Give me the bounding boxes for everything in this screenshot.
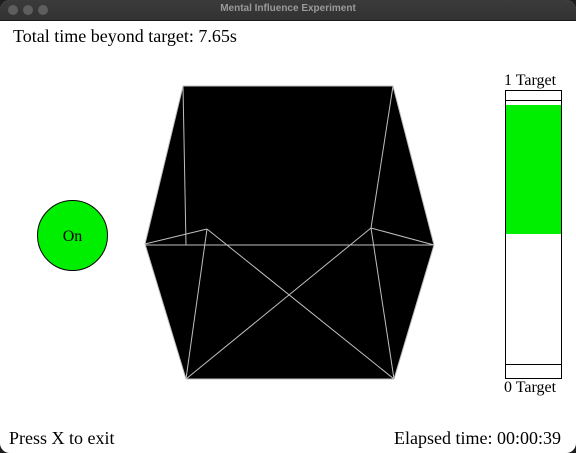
- status-label: On: [62, 228, 83, 245]
- total-time-beyond-target: Total time beyond target: 7.65s: [13, 26, 237, 46]
- elapsed-time: Elapsed time: 00:00:39: [394, 428, 561, 448]
- status-indicator: On: [37, 200, 108, 271]
- target-gauge: [505, 90, 562, 379]
- gauge-bottom-label: 0 Target: [504, 379, 557, 396]
- close-window-button[interactable]: [8, 5, 18, 15]
- rotating-cube: [144, 85, 435, 380]
- minimize-window-button[interactable]: [23, 5, 33, 15]
- gauge-top-label: 1 Target: [504, 72, 557, 89]
- maximize-window-button[interactable]: [38, 5, 48, 15]
- exit-hint: Press X to exit: [9, 428, 115, 448]
- gauge-bottom-target-line: [506, 363, 561, 365]
- cube-edges: [144, 85, 435, 380]
- gauge-top-target-line: [506, 99, 561, 101]
- cube-silhouette: [145, 86, 434, 379]
- title-bar: Mental Influence Experiment: [0, 0, 576, 21]
- gauge-fill: [506, 105, 561, 235]
- experiment-canvas: Total time beyond target: 7.65s On: [0, 21, 576, 453]
- window-title: Mental Influence Experiment: [220, 3, 356, 14]
